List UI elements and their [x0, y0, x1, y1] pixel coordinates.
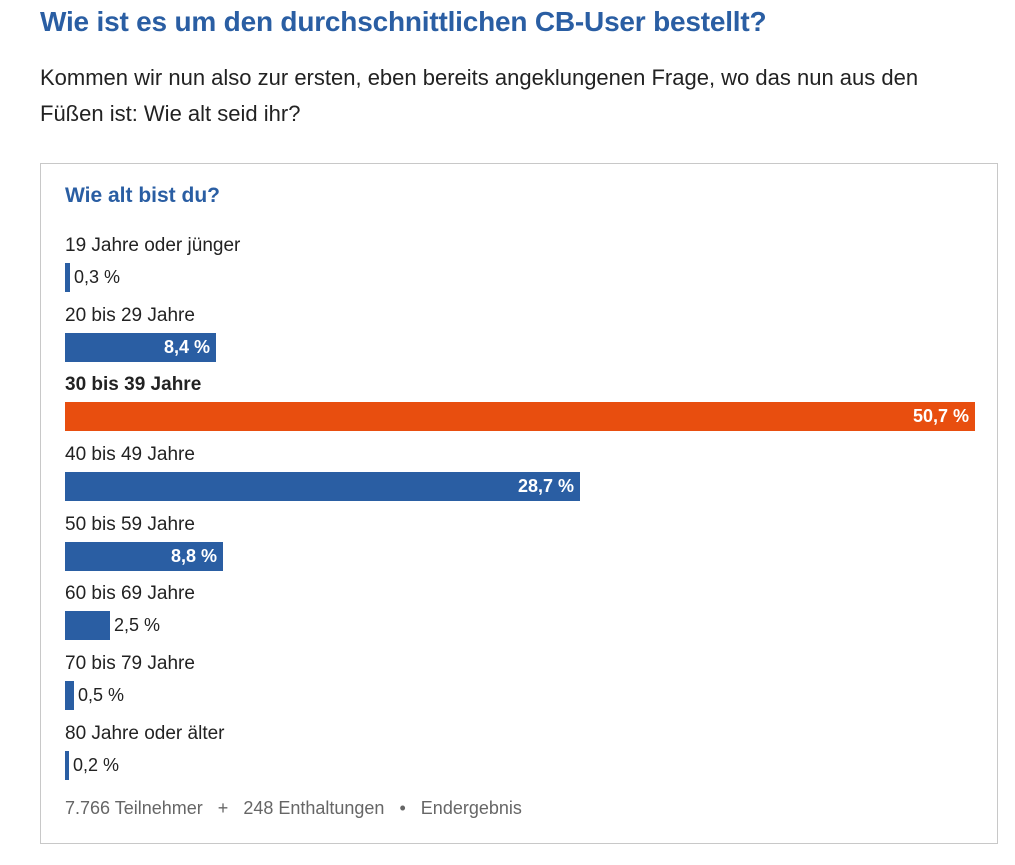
poll-footer: 7.766 Teilnehmer + 248 Enthaltungen • En… — [65, 798, 522, 819]
poll-option-label: 20 bis 29 Jahre — [65, 305, 195, 326]
poll-bar — [65, 472, 580, 501]
poll-bar-track: 0,2 % — [65, 751, 975, 780]
poll-percent: 28,7 % — [517, 476, 574, 496]
poll-option: 80 Jahre oder älter 0,2 % — [65, 722, 977, 786]
article-heading: Wie ist es um den durchschnittlichen CB-… — [40, 6, 767, 37]
poll-option-label: 70 bis 79 Jahre — [65, 653, 195, 674]
poll-option: 19 Jahre oder jünger 0,3 % — [65, 234, 977, 298]
poll-option-label: 40 bis 49 Jahre — [65, 444, 195, 465]
poll-percent: 2,5 % — [114, 615, 161, 635]
poll-option: 20 bis 29 Jahre 8,4 % — [65, 304, 977, 368]
footer-dot-separator: • — [399, 798, 406, 818]
poll-bar — [65, 681, 74, 710]
poll-bar-track: 0,3 % — [65, 263, 975, 292]
participant-count: 7.766 Teilnehmer — [65, 798, 203, 818]
poll-option: 50 bis 59 Jahre 8,8 % — [65, 513, 977, 577]
article-intro: Kommen wir nun also zur ersten, eben ber… — [40, 65, 919, 126]
abstention-count: 248 Enthaltungen — [243, 798, 385, 818]
poll-question: Wie alt bist du? — [65, 184, 220, 207]
poll-bar — [65, 333, 216, 362]
poll-percent: 0,3 % — [74, 267, 121, 287]
poll-bar — [65, 263, 70, 292]
poll-option: 40 bis 49 Jahre 28,7 % — [65, 443, 977, 507]
poll-option: 70 bis 79 Jahre 0,5 % — [65, 652, 977, 716]
poll-option: 60 bis 69 Jahre 2,5 % — [65, 582, 977, 646]
poll-bar-track: 0,5 % — [65, 681, 975, 710]
poll-option-label: 19 Jahre oder jünger — [65, 235, 241, 256]
poll-option-label: 30 bis 39 Jahre — [65, 374, 202, 395]
poll-option-label: 50 bis 59 Jahre — [65, 514, 195, 535]
poll-bar — [65, 402, 975, 431]
poll-bar — [65, 542, 223, 571]
poll-option: 30 bis 39 Jahre 50,7 % — [65, 373, 977, 437]
poll-widget: Wie alt bist du? 19 Jahre oder jünger 0,… — [40, 163, 998, 844]
poll-bar-track: 50,7 % — [65, 402, 975, 431]
footer-plus-separator: + — [217, 798, 229, 818]
poll-bar-track: 28,7 % — [65, 472, 975, 501]
poll-percent: 8,8 % — [170, 546, 217, 566]
poll-percent: 0,5 % — [78, 685, 125, 705]
poll-bar — [65, 751, 69, 780]
poll-status: Endergebnis — [420, 798, 522, 818]
poll-bar — [65, 611, 110, 640]
poll-bar-track: 2,5 % — [65, 611, 975, 640]
poll-bar-track: 8,4 % — [65, 333, 975, 362]
poll-option-label: 60 bis 69 Jahre — [65, 583, 195, 604]
poll-percent: 0,2 % — [73, 755, 120, 775]
poll-percent: 50,7 % — [912, 406, 969, 426]
poll-bar-track: 8,8 % — [65, 542, 975, 571]
poll-percent: 8,4 % — [163, 337, 210, 357]
poll-option-label: 80 Jahre oder älter — [65, 723, 225, 744]
